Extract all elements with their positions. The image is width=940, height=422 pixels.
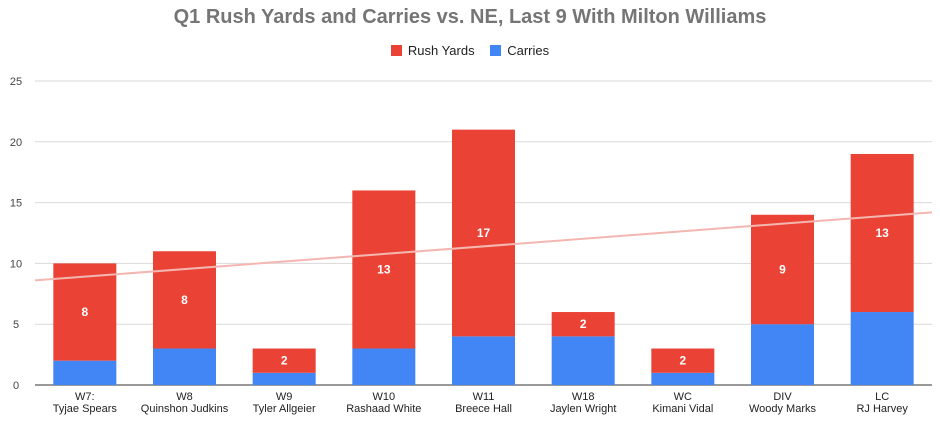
- bar-carries-3: [352, 348, 416, 385]
- x-tick-label-week-8: LC: [875, 391, 889, 403]
- data-label-rush-yards-7: 9: [779, 262, 786, 276]
- bar-carries-8: [850, 312, 914, 385]
- data-label-rush-yards-6: 2: [679, 354, 686, 368]
- bar-rush-yards-0: [53, 263, 117, 361]
- x-tick-label-player-8: RJ Harvey: [856, 403, 908, 415]
- bar-carries-2: [252, 372, 316, 385]
- x-tick-label-player-3: Rashaad White: [346, 403, 421, 415]
- data-label-rush-yards-8: 13: [875, 226, 889, 240]
- y-tick-label-10: 10: [10, 258, 22, 270]
- legend-item-carries[interactable]: Carries: [490, 43, 549, 58]
- x-tick-label-week-6: WC: [674, 391, 692, 403]
- bar-carries-1: [153, 348, 216, 385]
- y-tick-label-15: 15: [10, 198, 22, 210]
- bar-carries-5: [551, 336, 615, 385]
- x-tick-label-player-1: Quinshon Judkins: [141, 403, 229, 415]
- y-tick-label-25: 25: [10, 76, 22, 88]
- legend-label-carries: Carries: [507, 43, 550, 58]
- legend-item-rush-yards[interactable]: Rush Yards: [390, 43, 475, 58]
- bar-rush-yards-7: [751, 214, 814, 325]
- bar-carries-6: [651, 372, 715, 385]
- legend-label-rush-yards: Rush Yards: [407, 43, 475, 58]
- bar-carries-0: [53, 360, 117, 385]
- x-tick-label-player-7: Woody Marks: [749, 403, 817, 415]
- x-tick-label-player-4: Breece Hall: [455, 403, 512, 415]
- legend-swatch-carries: [490, 45, 502, 56]
- bar-rush-yards-3: [352, 190, 416, 349]
- chart-title: Q1 Rush Yards and Carries vs. NE, Last 9…: [173, 6, 767, 28]
- x-tick-label-week-5: W18: [572, 391, 595, 403]
- x-tick-label-player-5: Jaylen Wright: [550, 403, 616, 415]
- data-label-rush-yards-5: 2: [580, 317, 587, 331]
- bar-carries-4: [452, 336, 515, 385]
- x-tick-label-week-7: DIV: [773, 391, 792, 403]
- x-tick-label-player-0: Tyjae Spears: [53, 403, 118, 415]
- data-label-rush-yards-4: 17: [477, 226, 491, 240]
- y-tick-label-20: 20: [10, 137, 22, 149]
- x-tick-label-week-3: W10: [373, 391, 396, 403]
- bar-rush-yards-5: [551, 312, 615, 337]
- legend: Rush Yards Carries: [0, 43, 940, 58]
- y-tick-label-5: 5: [13, 319, 19, 331]
- data-label-rush-yards-0: 8: [81, 305, 88, 319]
- bar-rush-yards-2: [252, 348, 316, 373]
- x-tick-label-week-4: W11: [473, 391, 495, 403]
- trendline: [34, 211, 933, 282]
- data-label-rush-yards-2: 2: [281, 354, 288, 368]
- x-tick-label-week-2: W9: [276, 391, 293, 403]
- x-tick-label-week-1: W8: [176, 391, 193, 403]
- data-label-rush-yards-1: 8: [181, 293, 188, 307]
- legend-swatch-rush-yards: [390, 45, 402, 56]
- data-label-rush-yards-3: 13: [377, 262, 391, 276]
- bar-rush-yards-4: [452, 129, 515, 337]
- bar-carries-7: [751, 324, 814, 385]
- x-tick-label-player-6: Kimani Vidal: [652, 403, 713, 415]
- x-tick-label-player-2: Tyler Allgeier: [253, 403, 316, 415]
- y-tick-label-0: 0: [13, 380, 19, 392]
- bar-rush-yards-8: [850, 153, 914, 313]
- x-tick-label-week-0: W7:: [75, 391, 95, 403]
- bar-rush-yards-6: [651, 348, 715, 373]
